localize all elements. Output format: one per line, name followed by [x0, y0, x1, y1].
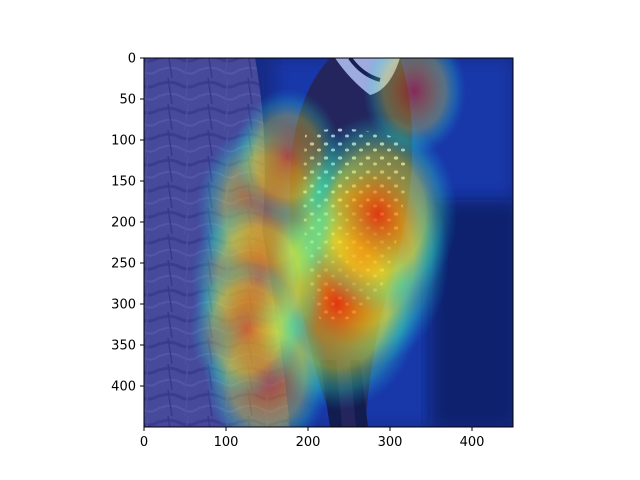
y-tick-label: 400: [111, 380, 136, 395]
x-axis: 0 100 200 300 400: [140, 427, 485, 450]
y-tick-label: 150: [111, 175, 136, 190]
y-tick-label: 350: [111, 339, 136, 354]
heatmap-overlay: [144, 58, 513, 427]
y-tick-label: 0: [128, 52, 136, 67]
x-tick-label: 300: [378, 435, 403, 450]
y-axis: 0 50 100 150 200 250 300 350 400: [111, 52, 144, 395]
x-tick-label: 100: [214, 435, 239, 450]
y-tick-label: 300: [111, 298, 136, 313]
heat-hotspot: [189, 257, 304, 401]
axes-frame: [143, 57, 514, 428]
y-tick-label: 50: [119, 93, 136, 108]
y-tick-label: 100: [111, 134, 136, 149]
x-tick-label: 0: [140, 435, 148, 450]
x-tick-label: 200: [296, 435, 321, 450]
heat-hotspot: [363, 58, 467, 156]
y-tick-label: 250: [111, 257, 136, 272]
y-tick-label: 200: [111, 216, 136, 231]
x-tick-label: 400: [460, 435, 485, 450]
heat-hotspot: [233, 88, 342, 225]
